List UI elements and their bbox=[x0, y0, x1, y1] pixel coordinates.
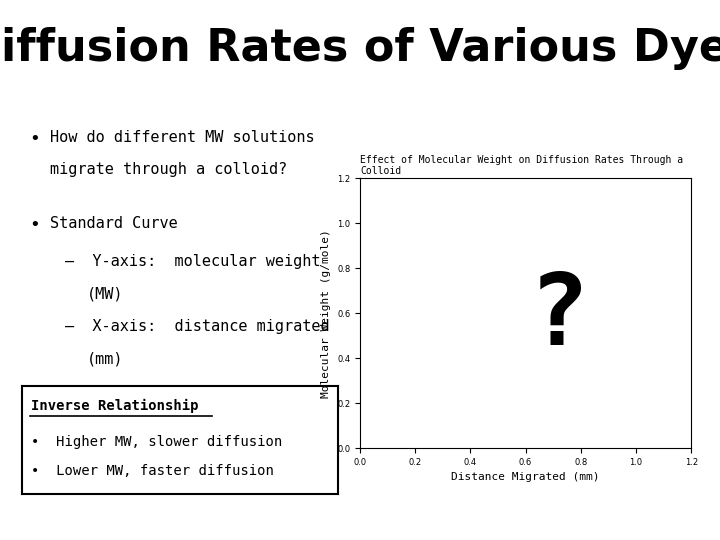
Text: •: • bbox=[29, 216, 40, 234]
Text: •: • bbox=[29, 130, 40, 147]
Text: ?: ? bbox=[528, 269, 589, 366]
Text: Colloid: Colloid bbox=[360, 165, 401, 176]
Text: (MW): (MW) bbox=[86, 286, 123, 301]
Text: •  Higher MW, slower diffusion: • Higher MW, slower diffusion bbox=[31, 435, 282, 449]
Text: Effect of Molecular Weight on Diffusion Rates Through a: Effect of Molecular Weight on Diffusion … bbox=[360, 154, 683, 165]
X-axis label: Distance Migrated (mm): Distance Migrated (mm) bbox=[451, 472, 600, 482]
Text: (mm): (mm) bbox=[86, 351, 123, 366]
Text: •  Lower MW, faster diffusion: • Lower MW, faster diffusion bbox=[31, 464, 274, 478]
Text: –  X-axis:  distance migrated: – X-axis: distance migrated bbox=[65, 319, 330, 334]
Text: How do different MW solutions: How do different MW solutions bbox=[50, 130, 315, 145]
Text: migrate through a colloid?: migrate through a colloid? bbox=[50, 162, 288, 177]
Text: –  Y-axis:  molecular weight: – Y-axis: molecular weight bbox=[65, 254, 320, 269]
Text: Standard Curve: Standard Curve bbox=[50, 216, 178, 231]
Text: Inverse Relationship: Inverse Relationship bbox=[31, 399, 199, 413]
Y-axis label: Molecular Weight (g/mole): Molecular Weight (g/mole) bbox=[321, 229, 331, 397]
Text: Diffusion Rates of Various Dyes: Diffusion Rates of Various Dyes bbox=[0, 27, 720, 70]
